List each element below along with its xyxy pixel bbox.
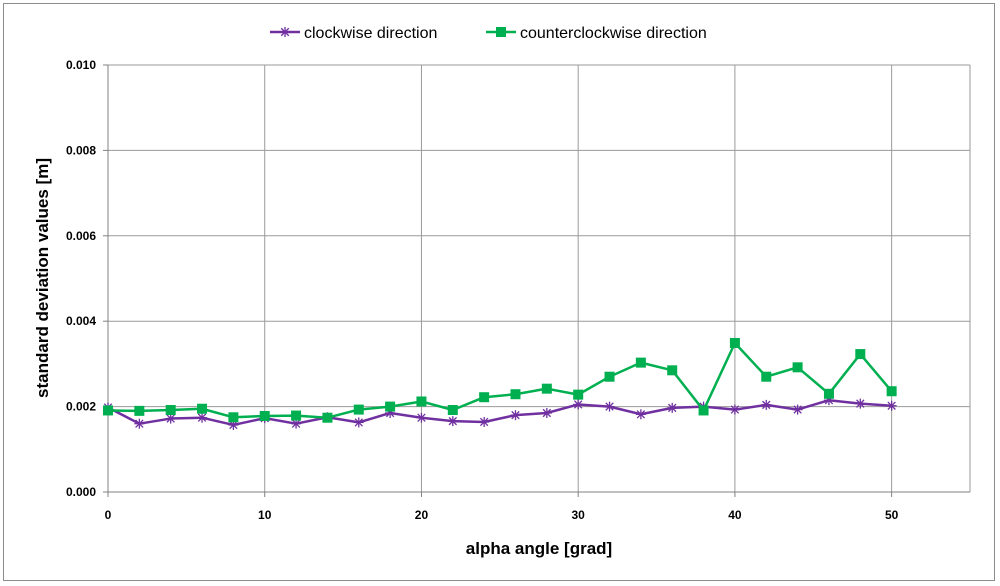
- data-point-marker: [573, 399, 584, 410]
- data-point-marker: [667, 402, 678, 413]
- data-point-marker: [510, 389, 521, 400]
- data-point-marker: [479, 392, 490, 403]
- x-tick-label: 50: [885, 508, 899, 522]
- data-point-marker: [197, 403, 208, 414]
- data-point-marker: [291, 410, 302, 421]
- data-point-marker: [792, 404, 803, 415]
- x-tick-label: 40: [728, 508, 742, 522]
- legend-square-marker: [496, 27, 506, 37]
- y-tick-label: 0.002: [66, 400, 96, 414]
- data-point-marker: [259, 410, 270, 421]
- legend-marker-counterclockwise: [496, 27, 506, 37]
- data-point-marker: [604, 401, 615, 412]
- y-tick-label: 0.000: [66, 485, 96, 499]
- data-point-marker: [541, 408, 552, 419]
- y-tick-label: 0.010: [66, 58, 96, 72]
- y-tick-label: 0.004: [66, 314, 96, 328]
- legend: clockwise direction counterclockwise dir…: [270, 25, 707, 42]
- data-point-marker: [165, 405, 176, 416]
- series-clockwise: [103, 395, 897, 430]
- legend-label-clockwise: clockwise direction: [304, 25, 437, 42]
- data-point-marker: [322, 412, 333, 423]
- data-point-marker: [761, 371, 772, 382]
- data-point-marker: [134, 418, 145, 429]
- x-tick-label: 10: [258, 508, 272, 522]
- data-point-marker: [886, 386, 897, 397]
- data-point-marker: [541, 383, 552, 394]
- data-point-marker: [416, 412, 427, 423]
- y-tick-labels: 0.000 0.002 0.004 0.006 0.008 0.010: [66, 58, 96, 499]
- axes: [103, 64, 970, 497]
- x-tick-label: 20: [415, 508, 429, 522]
- legend-item-counterclockwise: counterclockwise direction: [486, 25, 707, 42]
- data-point-marker: [353, 417, 364, 428]
- data-point-marker: [729, 337, 740, 348]
- data-point-marker: [729, 404, 740, 415]
- y-tick-label: 0.008: [66, 143, 96, 157]
- x-axis-title: alpha angle [grad]: [466, 539, 612, 558]
- legend-label-counterclockwise: counterclockwise direction: [520, 25, 707, 42]
- legend-asterisk-marker: [280, 27, 290, 37]
- y-axis-title: standard deviation values [m]: [33, 158, 52, 398]
- legend-marker-clockwise: [280, 27, 290, 37]
- data-point-marker: [698, 405, 709, 416]
- data-point-marker: [886, 400, 897, 411]
- data-point-marker: [573, 389, 584, 400]
- plot-area: [108, 65, 970, 492]
- data-point-marker: [228, 412, 239, 423]
- data-point-marker: [635, 357, 646, 368]
- data-point-marker: [855, 398, 866, 409]
- series-layer: [103, 337, 897, 430]
- data-point-marker: [761, 399, 772, 410]
- data-point-marker: [165, 413, 176, 424]
- data-point-marker: [416, 396, 427, 407]
- series-line: [107, 398, 892, 427]
- x-tick-labels: 0 10 20 30 40 50: [105, 508, 899, 522]
- y-tick-label: 0.006: [66, 229, 96, 243]
- data-point-marker: [197, 412, 208, 423]
- data-point-marker: [447, 405, 458, 416]
- series-line: [107, 341, 893, 419]
- data-point-marker: [604, 371, 615, 382]
- legend-item-clockwise: clockwise direction: [270, 25, 437, 42]
- data-point-marker: [855, 349, 866, 360]
- data-point-marker: [635, 409, 646, 420]
- data-point-marker: [510, 410, 521, 421]
- data-point-marker: [134, 405, 145, 416]
- data-point-marker: [667, 365, 678, 376]
- data-point-marker: [823, 388, 834, 399]
- data-point-marker: [447, 416, 458, 427]
- x-tick-label: 0: [105, 508, 112, 522]
- data-point-marker: [103, 405, 113, 416]
- data-point-marker: [385, 401, 396, 412]
- x-tick-label: 30: [572, 508, 586, 522]
- series-counterclockwise: [103, 337, 897, 423]
- data-point-marker: [479, 416, 490, 427]
- data-point-marker: [792, 362, 803, 373]
- data-point-marker: [353, 404, 364, 415]
